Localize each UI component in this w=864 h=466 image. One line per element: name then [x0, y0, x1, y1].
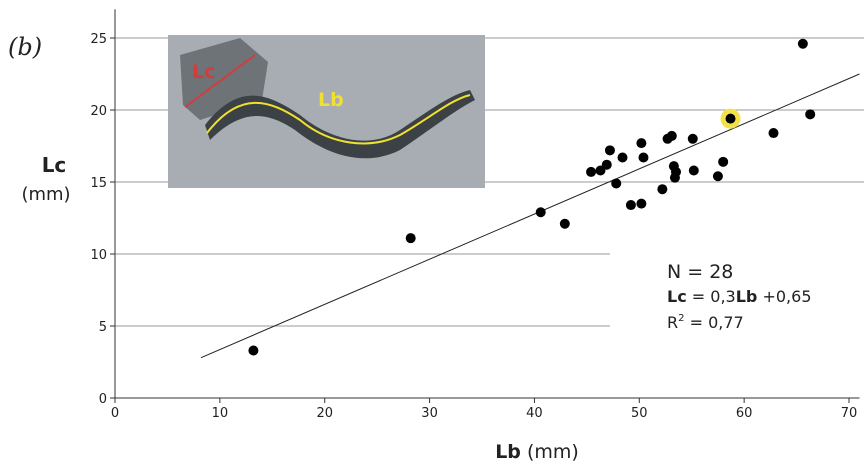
eq-lb: Lb: [736, 287, 758, 306]
x-tick-label: 60: [736, 406, 753, 421]
data-point: [405, 233, 416, 244]
inset-lc-label: Lc: [192, 61, 215, 83]
fossil-body: [205, 90, 475, 159]
x-tick-label: 50: [631, 406, 648, 421]
r2-r: R: [667, 313, 678, 332]
data-point: [559, 218, 570, 229]
data-point: [712, 171, 723, 182]
data-point: [805, 109, 816, 120]
y-tick-label: 0: [99, 392, 107, 407]
r2-label: R2 = 0,77: [667, 313, 744, 332]
x-label-unit: (mm): [521, 441, 579, 463]
x-label-main: Lb: [495, 441, 521, 463]
inset-lb-label: Lb: [318, 89, 344, 111]
x-label: Lb (mm): [495, 441, 579, 463]
data-point: [611, 178, 622, 189]
panel-label: (b): [8, 33, 42, 61]
data-point: [657, 184, 668, 195]
annotation-backdrop: [610, 245, 864, 345]
data-point: [797, 38, 808, 49]
r2-sup: 2: [678, 313, 684, 324]
y-label-main: Lc: [42, 153, 67, 177]
x-tick-label: 20: [316, 406, 333, 421]
data-point: [617, 152, 628, 163]
data-point: [601, 159, 612, 170]
eq-intercept: +0,65: [757, 287, 811, 306]
data-point: [670, 166, 681, 177]
x-tick-label: 30: [421, 406, 438, 421]
n-label: N = 28: [667, 261, 733, 283]
x-tick-label: 70: [841, 406, 858, 421]
data-point: [604, 145, 615, 156]
data-point: [718, 156, 729, 167]
y-tick-label: 20: [90, 104, 107, 119]
eq-lc: Lc: [667, 287, 687, 306]
data-point: [688, 165, 699, 176]
data-point: [636, 198, 647, 209]
regression-line: [200, 73, 860, 359]
y-tick-label: 5: [99, 320, 107, 335]
y-label-unit: (mm): [21, 184, 70, 205]
lc-measure-line: [184, 54, 256, 108]
x-tick-label: 10: [212, 406, 229, 421]
data-point: [687, 133, 698, 144]
x-tick-label: 40: [526, 406, 543, 421]
data-point: [625, 200, 636, 211]
data-point: [666, 130, 677, 141]
y-tick-label: 10: [90, 248, 107, 263]
lb-measure-line: [206, 94, 471, 145]
inset-photo: Lc Lb: [168, 35, 485, 188]
plot-layer: 0 5 10 15 20 25 0 10 20 30 40 50 60 70: [90, 9, 860, 421]
x-tick-label: 0: [111, 406, 119, 421]
r2-value: = 0,77: [685, 313, 744, 332]
data-point: [535, 207, 546, 218]
data-point: [248, 345, 259, 356]
data-point: [638, 152, 649, 163]
y-tick-label: 15: [90, 176, 107, 191]
data-point: [725, 113, 736, 124]
equation: Lc = 0,3Lb +0,65: [667, 287, 812, 306]
eq-coef: = 0,3: [687, 287, 736, 306]
data-point: [636, 138, 647, 149]
y-tick-label: 25: [90, 32, 107, 47]
data-point: [595, 165, 606, 176]
data-point: [586, 166, 597, 177]
data-point: [768, 128, 779, 139]
